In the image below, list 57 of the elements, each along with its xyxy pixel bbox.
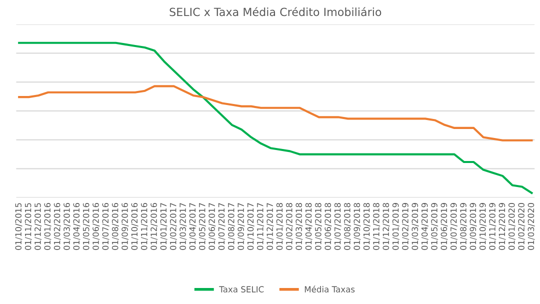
x-tick-label: 01/10/2015 [15, 203, 22, 250]
x-tick-label: 01/09/2019 [470, 203, 477, 250]
legend-label: Média Taxas [304, 286, 355, 292]
x-tick-label: 01/08/2016 [112, 202, 119, 250]
x-tick-label: 01/05/2016 [82, 202, 90, 250]
x-tick-label: 01/08/2019 [460, 203, 468, 250]
x-tick-label: 01/03/2020 [528, 203, 535, 250]
x-tick-label: 01/05/2019 [431, 203, 438, 250]
x-tick-label: 01/08/2018 [344, 203, 352, 250]
x-tick-label: 01/07/2018 [334, 203, 342, 250]
x-tick-label: 01/11/2015 [24, 203, 32, 250]
x-tick-label: 01/07/2016 [102, 202, 110, 250]
x-tick-label: 01/10/2019 [479, 203, 486, 250]
x-tick-label: 01/01/2020 [508, 203, 516, 250]
x-tick-label: 01/01/2018 [276, 203, 284, 250]
x-tick-label: 01/11/2016 [140, 202, 148, 250]
x-tick-label: 01/06/2017 [208, 203, 216, 250]
x-tick-label: 01/05/2018 [315, 203, 322, 250]
x-tick-label: 01/12/2019 [498, 203, 506, 250]
x-tick-label: 01/01/2019 [392, 203, 400, 250]
x-tick-label: 01/11/2019 [489, 203, 496, 250]
x-tick-label: 01/12/2015 [34, 203, 42, 250]
x-tick-label: 01/03/2019 [412, 203, 419, 250]
x-tick-label: 01/10/2018 [363, 203, 370, 250]
x-tick-label: 01/05/2017 [198, 203, 206, 250]
x-tick-label: 01/12/2017 [266, 203, 274, 250]
chart-title: SELIC x Taxa Média Crédito Imobiliário [170, 7, 382, 16]
x-tick-label: 01/09/2016 [122, 202, 129, 250]
x-tick-label: 01/03/2018 [296, 203, 303, 250]
x-tick-label: 01/04/2019 [421, 203, 428, 250]
x-tick-label: 01/02/2016 [54, 202, 61, 250]
x-tick-label: 01/12/2016 [150, 202, 158, 250]
x-tick-label: 01/02/2020 [518, 203, 526, 250]
x-tick-label: 01/03/2017 [180, 203, 187, 250]
x-tick-label: 01/06/2019 [440, 203, 448, 250]
x-tick-label: 01/11/2017 [257, 203, 264, 250]
x-tick-label: 01/02/2019 [402, 203, 410, 250]
x-tick-label: 01/06/2016 [92, 202, 100, 250]
x-tick-label: 01/09/2017 [238, 203, 245, 250]
x-tick-label: 01/07/2017 [218, 203, 226, 250]
x-tick-label: 01/06/2018 [324, 203, 332, 250]
x-tick-label: 01/08/2017 [228, 203, 235, 250]
x-tick-label: 01/01/2016 [44, 202, 52, 250]
x-tick-label: 01/10/2016 [131, 202, 138, 250]
x-tick-label: 01/02/2018 [286, 203, 293, 250]
x-tick-label: 01/12/2018 [382, 203, 390, 250]
x-tick-label: 01/01/2017 [160, 203, 168, 250]
x-tick-label: 01/11/2018 [373, 203, 380, 250]
x-tick-label: 01/09/2018 [354, 203, 361, 250]
legend-label: Taxa SELIC [219, 286, 264, 292]
x-tick-label: 01/02/2017 [170, 203, 177, 250]
x-tick-label: 01/04/2016 [73, 202, 80, 250]
x-tick-label: 01/07/2019 [450, 203, 458, 250]
x-tick-label: 01/03/2016 [64, 202, 71, 250]
x-tick-label: 01/04/2017 [189, 203, 196, 250]
x-tick-label: 01/10/2017 [247, 203, 254, 250]
x-tick-label: 01/04/2018 [305, 203, 312, 250]
